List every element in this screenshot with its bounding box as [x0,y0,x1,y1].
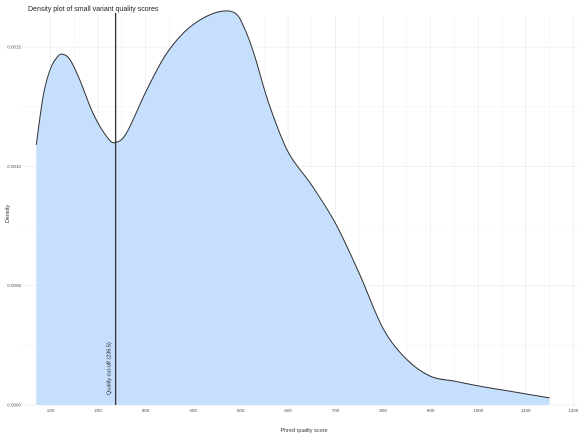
x-tick-label: 200 [94,408,102,413]
x-tick-label: 1100 [521,408,531,413]
tick-labels: 100 200 300 400 500 600 700 800 900 1000 1100 1200 0… [7,45,579,413]
y-tick-label: 0.0010 [7,164,21,169]
chart-title: Density plot of small variant quality sc… [28,6,159,13]
x-tick-label: 1200 [568,408,579,413]
y-tick-label: 0.0005 [7,283,21,288]
x-axis-label: Phred quality score [280,428,327,434]
x-tick-label: 400 [189,408,197,413]
y-axis-label: Density [5,205,11,224]
y-tick-label: 0.0000 [7,403,21,408]
x-tick-label: 700 [332,408,340,413]
annotations: Quality cut-off (236.5) [107,13,117,405]
density-line [35,10,550,399]
x-tick-label: 900 [427,408,435,413]
x-tick-label: 300 [142,408,150,413]
x-tick-label: 500 [237,408,245,413]
x-tick-label: 100 [47,408,55,413]
y-tick-label: 0.0015 [7,45,21,50]
density-area [35,10,550,405]
x-tick-label: 1000 [473,408,484,413]
x-tick-label: 800 [379,408,387,413]
x-tick-label: 600 [284,408,292,413]
density-fill [36,10,550,405]
cutoff-label: Quality cut-off (236.5) [107,342,113,395]
